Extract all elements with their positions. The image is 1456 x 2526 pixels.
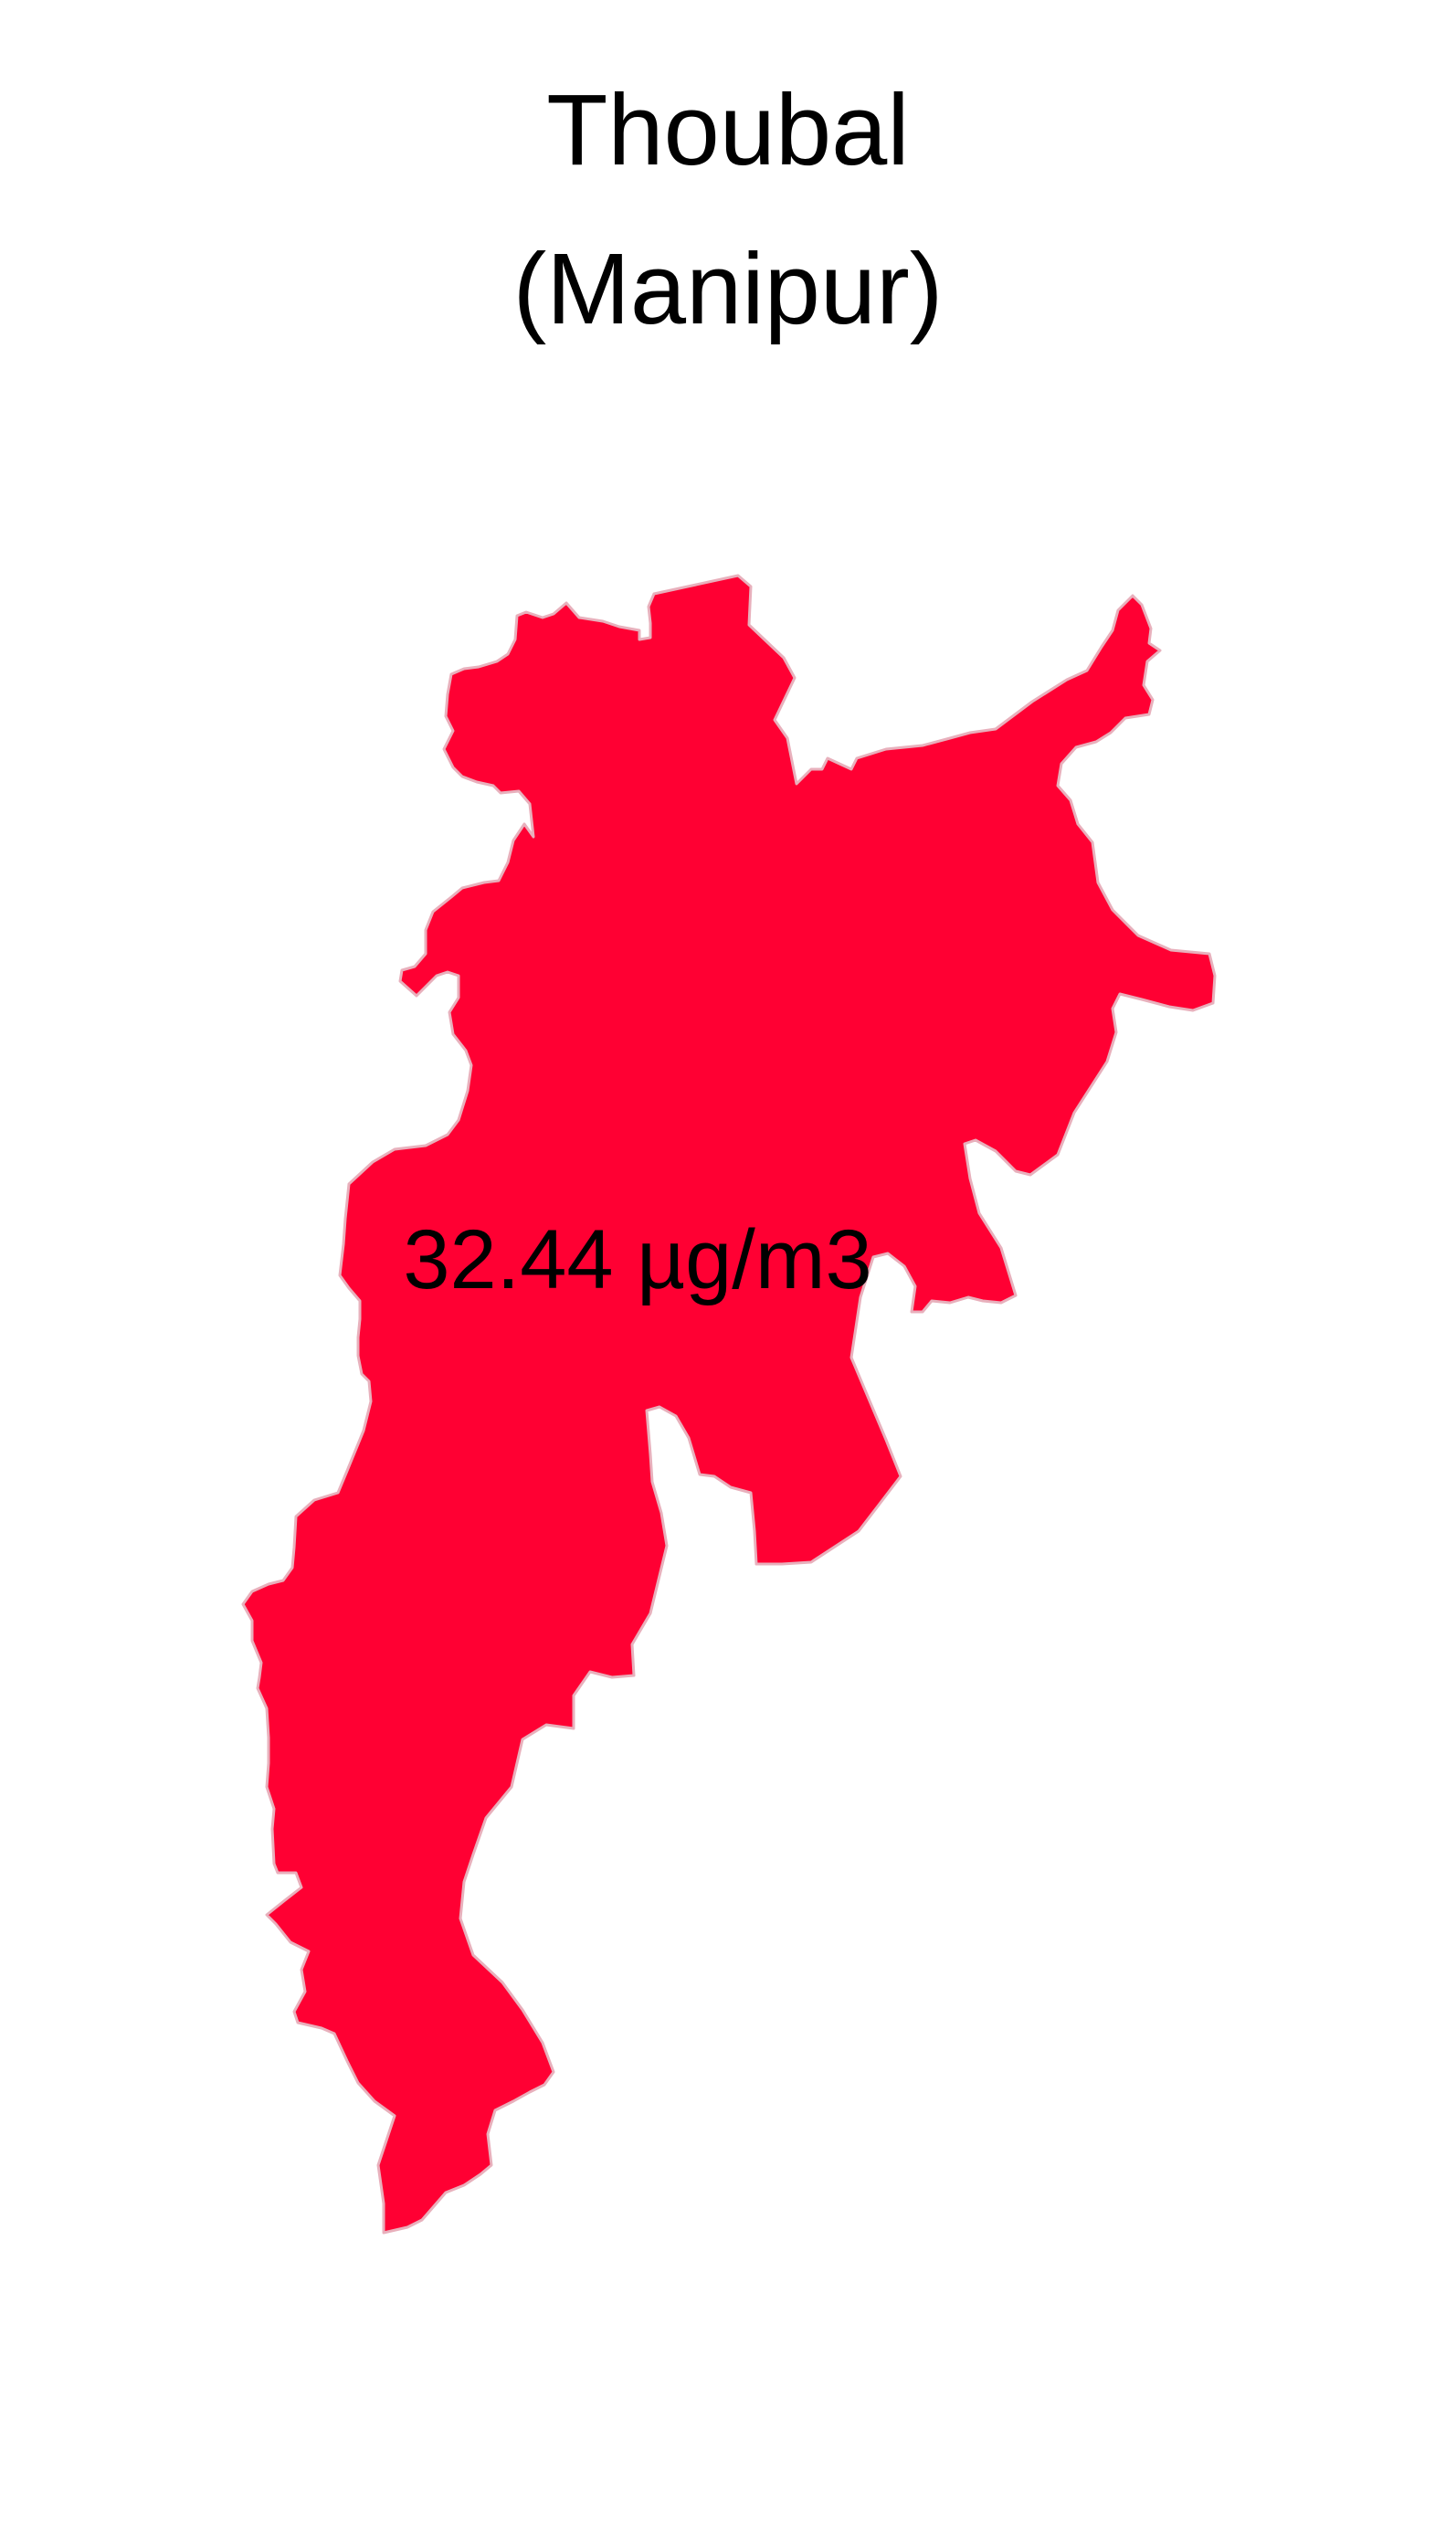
map-title-district: Thoubal xyxy=(546,74,910,186)
district-region-shape xyxy=(241,574,1217,2235)
pm25-value-label: 32.44 µg/m3 xyxy=(403,1213,871,1306)
map-title-state: (Manipur) xyxy=(512,233,944,345)
